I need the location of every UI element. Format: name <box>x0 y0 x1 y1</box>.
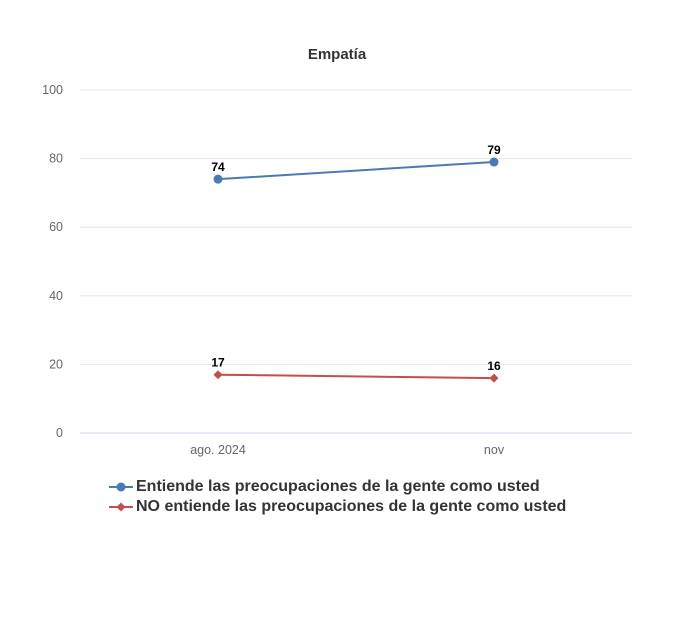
x-tick-label: ago. 2024 <box>190 443 246 457</box>
data-point[interactable] <box>213 370 223 380</box>
chart-title: Empatía <box>308 46 367 63</box>
data-point[interactable] <box>489 373 499 383</box>
data-label: 17 <box>211 356 225 370</box>
data-label: 79 <box>487 143 501 157</box>
series-layer <box>213 157 499 383</box>
x-axis: ago. 2024 nov <box>190 443 505 457</box>
y-tick-label: 40 <box>49 289 63 303</box>
y-tick-label: 20 <box>49 357 63 371</box>
y-tick-label: 100 <box>42 83 63 97</box>
legend-diamond-marker-icon <box>109 502 133 512</box>
x-tick-label: nov <box>484 443 505 457</box>
grid <box>80 89 632 434</box>
legend-label: Entiende las preocupaciones de la gente … <box>136 478 540 495</box>
y-axis: 0 20 40 60 80 100 <box>42 83 63 440</box>
data-label: 16 <box>487 359 501 373</box>
legend-item-entiende[interactable]: Entiende las preocupaciones de la gente … <box>108 477 566 497</box>
legend-label: NO entiende las preocupaciones de la gen… <box>136 498 567 515</box>
y-tick-label: 60 <box>49 220 63 234</box>
data-point[interactable] <box>213 174 223 184</box>
data-labels: 74 79 17 16 <box>211 143 501 373</box>
data-label: 74 <box>211 160 225 174</box>
y-tick-label: 0 <box>56 426 63 440</box>
legend-item-no-entiende[interactable]: NO entiende las preocupaciones de la gen… <box>108 497 566 517</box>
legend-circle-marker-icon <box>109 482 133 492</box>
series-line <box>217 161 495 181</box>
legend: Entiende las preocupaciones de la gente … <box>108 477 566 517</box>
y-tick-label: 80 <box>49 152 63 166</box>
data-point[interactable] <box>489 157 499 167</box>
series-line <box>217 373 495 380</box>
